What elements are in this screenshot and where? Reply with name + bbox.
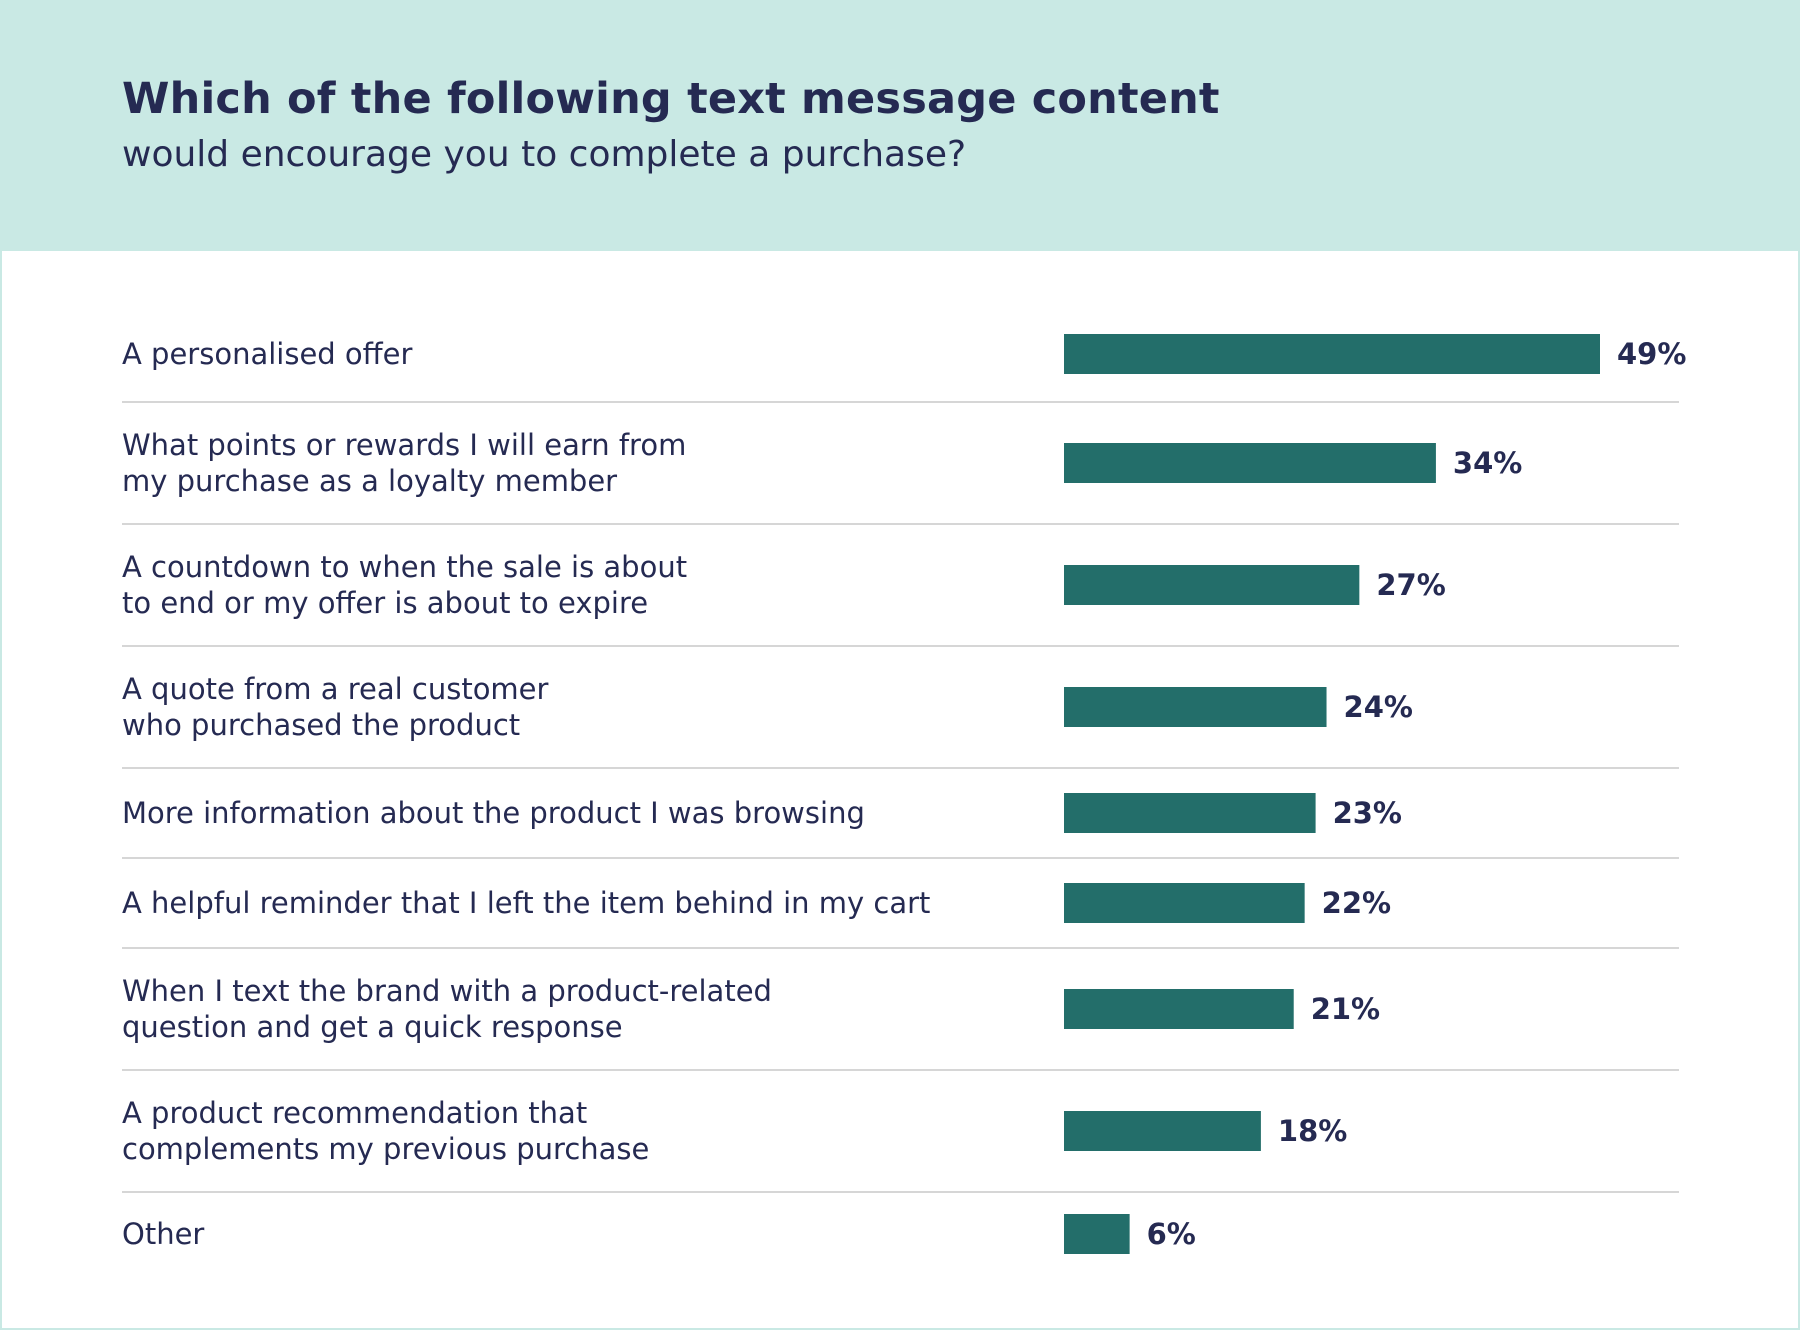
bar xyxy=(1064,1214,1130,1254)
value-label: 6% xyxy=(1147,1217,1196,1251)
bar xyxy=(1064,1111,1261,1151)
value-label: 21% xyxy=(1311,992,1380,1026)
bar xyxy=(1064,443,1436,483)
category-label-line: my purchase as a loyalty member xyxy=(122,464,617,498)
category-label-line: A product recommendation that xyxy=(122,1096,587,1130)
bar xyxy=(1064,565,1360,605)
value-label: 49% xyxy=(1617,337,1686,371)
value-label: 23% xyxy=(1333,796,1402,830)
category-label: More information about the product I was… xyxy=(122,796,865,830)
value-label: 24% xyxy=(1344,690,1413,724)
category-label-line: A quote from a real customer xyxy=(122,672,549,706)
category-label-line: A personalised offer xyxy=(122,337,412,371)
value-label: 34% xyxy=(1453,446,1522,480)
category-label: A countdown to when the sale is about to … xyxy=(122,550,687,620)
category-label: Other xyxy=(122,1217,204,1251)
value-label: 22% xyxy=(1322,886,1391,920)
bar xyxy=(1064,687,1327,727)
header-banner: Which of the following text message cont… xyxy=(2,2,1800,251)
category-label: What points or rewards I will earn from m… xyxy=(122,428,686,498)
category-label-line: Other xyxy=(122,1217,204,1251)
bar xyxy=(1064,793,1316,833)
category-label: A product recommendation that complements… xyxy=(122,1096,649,1166)
category-label-line: A countdown to when the sale is about xyxy=(122,550,687,584)
chart-title: Which of the following text message cont… xyxy=(122,74,1220,124)
bar xyxy=(1064,883,1305,923)
value-label: 27% xyxy=(1376,568,1445,602)
chart-subtitle: would encourage you to complete a purcha… xyxy=(122,134,967,175)
category-label-line: What points or rewards I will earn from xyxy=(122,428,686,462)
bar xyxy=(1064,989,1294,1029)
category-label-line: to end or my offer is about to expire xyxy=(122,586,648,620)
category-label-line: When I text the brand with a product-rel… xyxy=(122,974,772,1008)
category-label-line: More information about the product I was… xyxy=(122,796,865,830)
category-label: A helpful reminder that I left the item … xyxy=(122,886,930,920)
category-label: A personalised offer xyxy=(122,337,412,371)
category-label-line: who purchased the product xyxy=(122,708,520,742)
bar xyxy=(1064,334,1600,374)
category-label: When I text the brand with a product-rel… xyxy=(122,974,772,1044)
value-label: 18% xyxy=(1278,1114,1347,1148)
category-label-line: A helpful reminder that I left the item … xyxy=(122,886,930,920)
category-label-line: complements my previous purchase xyxy=(122,1132,649,1166)
category-label-line: question and get a quick response xyxy=(122,1010,623,1044)
category-label: A quote from a real customer who purchase… xyxy=(122,672,549,742)
